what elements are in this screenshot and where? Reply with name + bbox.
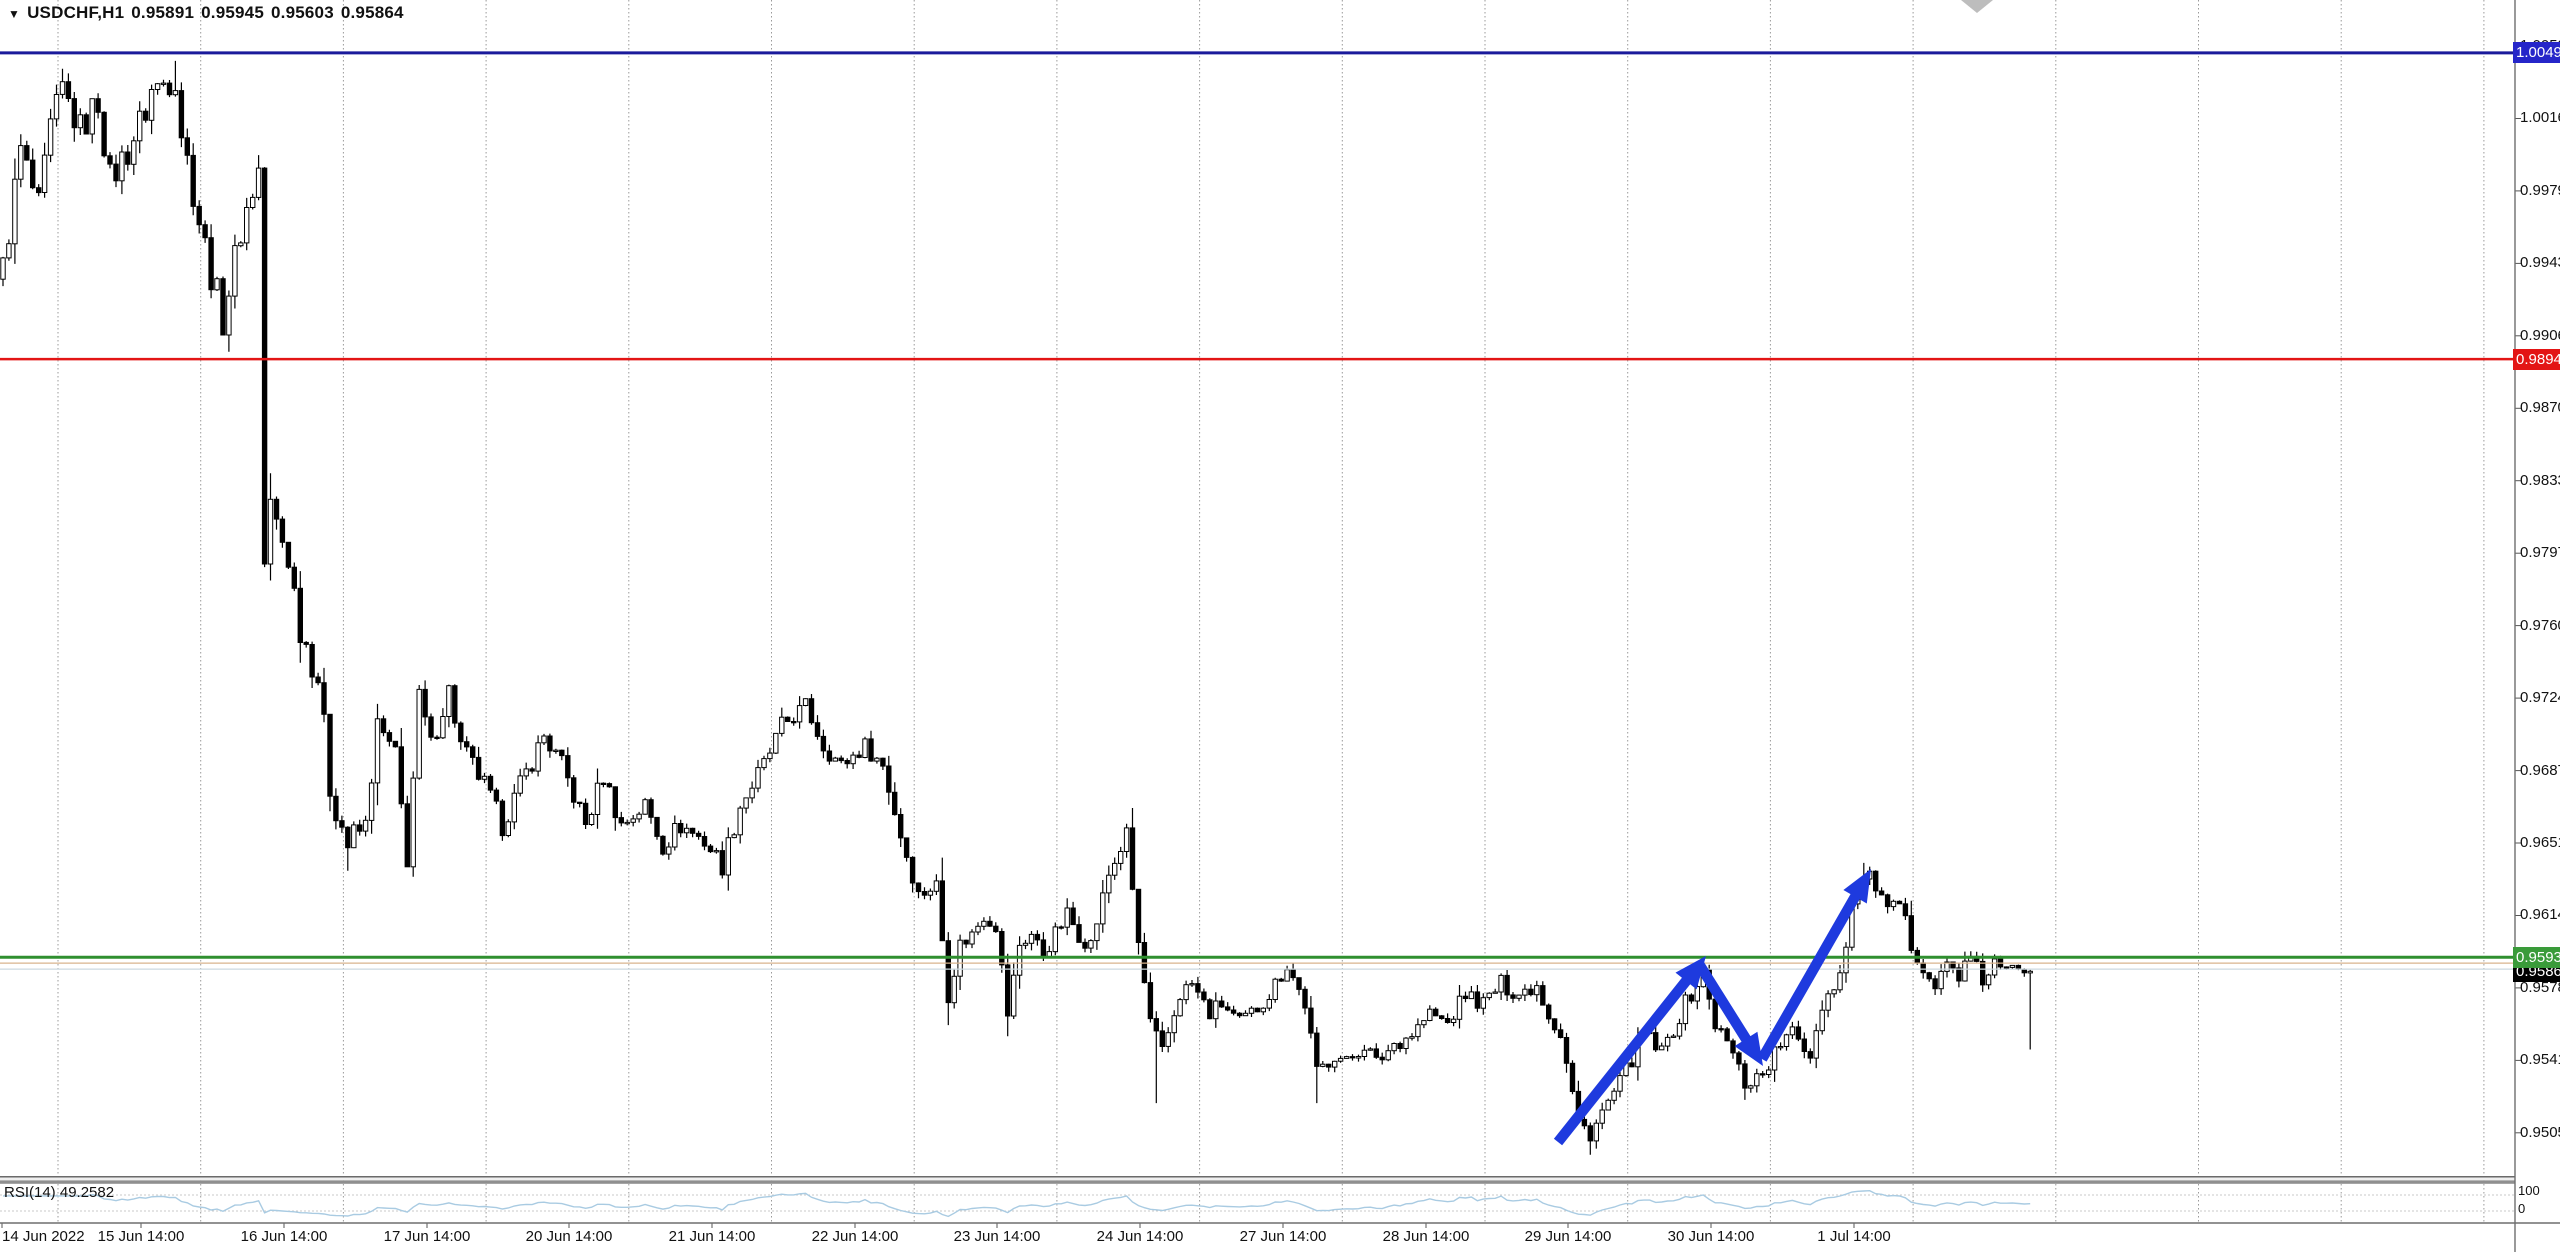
price-tick-label: 0.97605	[2520, 616, 2560, 634]
scroll-marker-icon	[1961, 0, 1993, 13]
price-tick-label: 0.97970	[2520, 544, 2560, 562]
low-value: 0.95603	[271, 3, 334, 22]
axis-ticks	[1, 45, 2521, 1228]
rsi-name: RSI(14)	[4, 1184, 56, 1201]
candlesticks	[0, 60, 2033, 1155]
price-tick-label: 0.99795	[2520, 181, 2560, 199]
time-tick-label: 24 Jun 14:00	[1096, 1228, 1184, 1245]
trend-arrow-annotation[interactable]	[1553, 869, 1871, 1146]
price-tick-label: 0.98335	[2520, 471, 2560, 489]
rsi-line	[3, 1189, 2031, 1218]
price-tick-label: 1.00160	[2520, 109, 2560, 127]
open-value: 0.95891	[131, 3, 195, 22]
time-tick-label: 23 Jun 14:00	[953, 1228, 1041, 1245]
dropdown-arrow-icon[interactable]: ▼	[8, 7, 21, 21]
price-tick-label: 0.98700	[2520, 399, 2560, 417]
day-separators	[57, 0, 2485, 1223]
time-tick-label: 15 Jun 14:00	[97, 1228, 185, 1245]
price-tick-label: 0.95780	[2520, 978, 2560, 996]
time-tick-label: 22 Jun 14:00	[811, 1228, 899, 1245]
time-tick-label: 16 Jun 14:00	[240, 1228, 328, 1245]
price-tick-label: 0.99065	[2520, 326, 2560, 344]
time-tick-label: 21 Jun 14:00	[668, 1228, 756, 1245]
rsi-scale-label: 0	[2518, 1201, 2526, 1216]
time-tick-label: 17 Jun 14:00	[383, 1228, 471, 1245]
symbol-ohlc-readout: ▼ USDCHF,H1 0.95891 0.95945 0.95603 0.95…	[8, 3, 404, 23]
symbol-label: USDCHF,H1	[27, 3, 125, 22]
time-tick-label: 14 Jun 2022	[2, 1228, 85, 1245]
price-tick-label: 0.96875	[2520, 761, 2560, 779]
support-line-badge: 0.95935	[2513, 946, 2560, 968]
rsi-current-value: 49.2582	[59, 1184, 115, 1201]
time-tick-label: 28 Jun 14:00	[1382, 1228, 1470, 1245]
price-tick-label: 0.96510	[2520, 834, 2560, 852]
price-tick-label: 0.95050	[2520, 1123, 2560, 1141]
price-tick-label: 0.95415	[2520, 1051, 2560, 1069]
time-tick-label: 27 Jun 14:00	[1239, 1228, 1327, 1245]
rsi-indicator-label: RSI(14) 49.2582	[4, 1184, 114, 1201]
rsi-scale-label: 100	[2518, 1183, 2540, 1198]
high-value: 0.95945	[201, 3, 264, 22]
close-value: 0.95864	[340, 3, 404, 22]
price-tick-label: 0.96145	[2520, 906, 2560, 924]
price-tick-label: 0.97240	[2520, 689, 2560, 707]
mid-red-line-badge: 0.98948	[2513, 348, 2560, 370]
time-tick-label: 1 Jul 14:00	[1817, 1228, 1891, 1245]
time-tick-label: 20 Jun 14:00	[525, 1228, 613, 1245]
price-tick-label: 0.99430	[2520, 254, 2560, 272]
pane-separator[interactable]	[0, 1176, 2515, 1184]
rsi-level-lines	[0, 1194, 2515, 1212]
time-tick-label: 30 Jun 14:00	[1667, 1228, 1755, 1245]
time-tick-label: 29 Jun 14:00	[1524, 1228, 1612, 1245]
